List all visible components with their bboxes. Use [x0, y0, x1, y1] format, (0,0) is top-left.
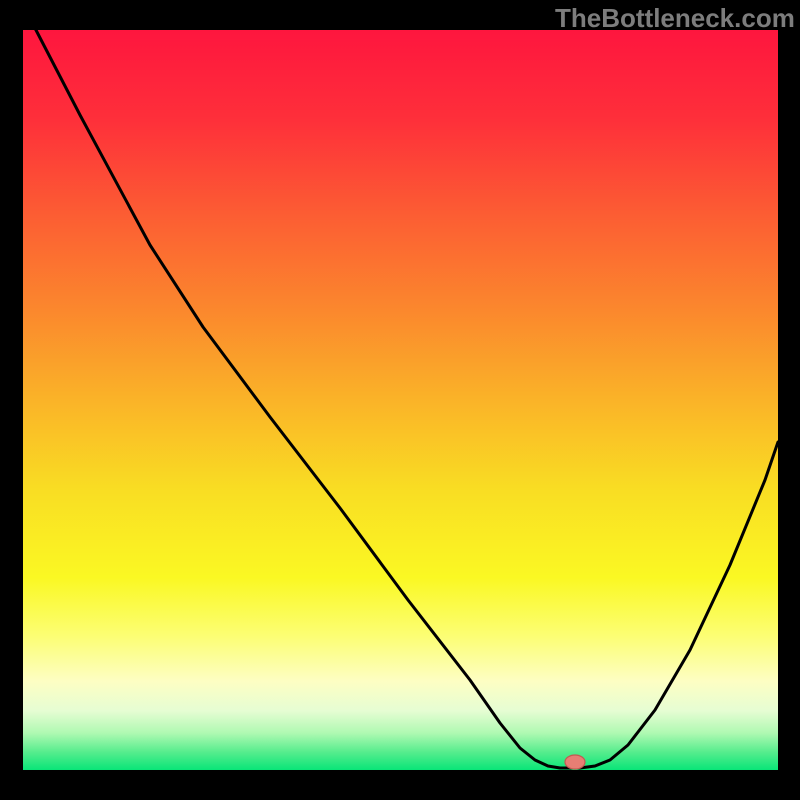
gradient-background: [23, 30, 778, 770]
watermark-text: TheBottleneck.com: [555, 3, 795, 34]
chart-svg: [0, 0, 800, 800]
optimum-marker: [565, 755, 585, 769]
